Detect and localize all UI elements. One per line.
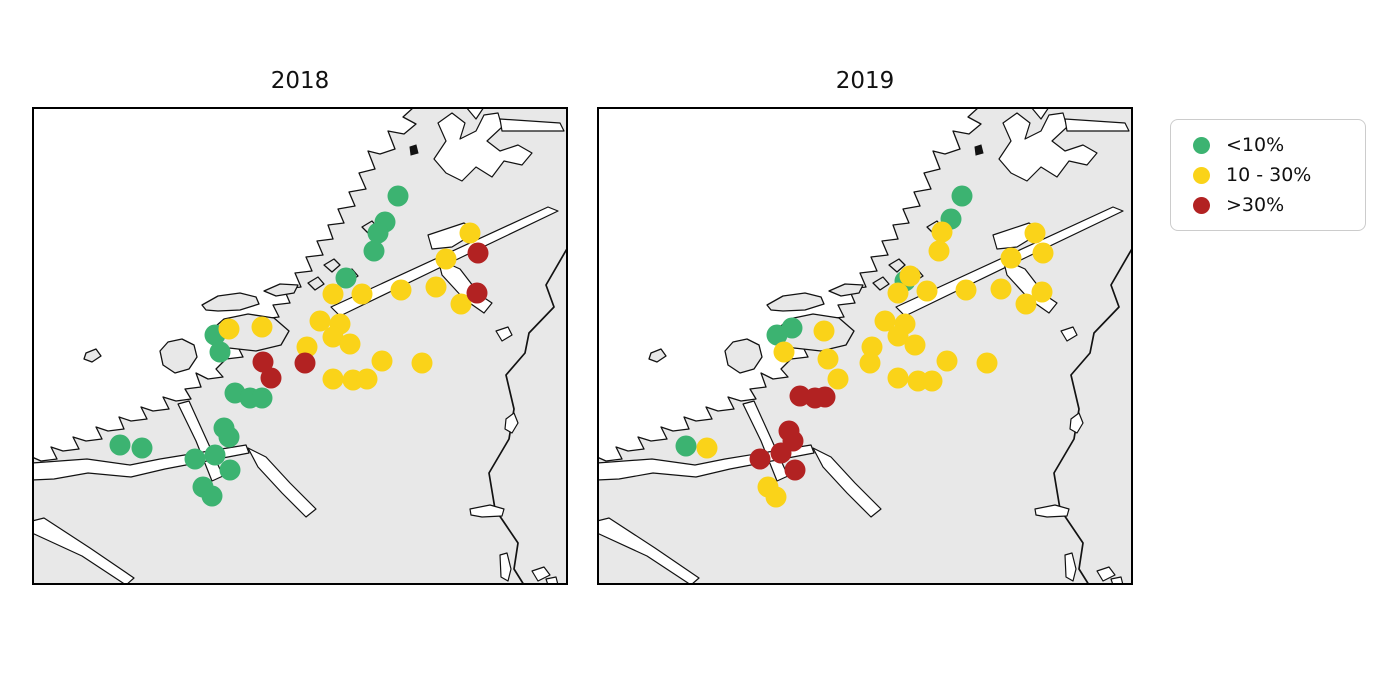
site-marker-mid: [371, 350, 393, 372]
site-marker-mid: [813, 320, 835, 342]
site-marker-mid: [827, 368, 849, 390]
site-marker-mid: [218, 318, 240, 340]
site-marker-mid: [1024, 222, 1046, 244]
site-marker-lt10: [209, 341, 231, 363]
site-marker-lt10: [367, 222, 389, 244]
site-marker-gt30: [749, 448, 771, 470]
site-markers-2018: [109, 185, 489, 507]
legend-label: 10 - 30%: [1226, 164, 1312, 186]
axes-frame: [32, 107, 568, 585]
site-marker-lt10: [675, 435, 697, 457]
site-marker-gt30: [252, 351, 274, 373]
site-marker-mid: [887, 325, 909, 347]
site-marker-mid: [322, 368, 344, 390]
legend: <10% 10 - 30% >30%: [1170, 119, 1366, 231]
legend-label: <10%: [1226, 134, 1285, 156]
site-marker-lt10: [219, 459, 241, 481]
site-marker-mid: [931, 221, 953, 243]
site-marker-mid: [309, 310, 331, 332]
red-dot-icon: [1193, 196, 1210, 214]
site-marker-mid: [773, 341, 795, 363]
map-panel-2018: 2018: [32, 68, 568, 585]
site-marker-lt10: [204, 444, 226, 466]
site-marker-mid: [928, 240, 950, 262]
map-2018: [32, 107, 568, 585]
site-marker-mid: [425, 276, 447, 298]
site-marker-mid: [435, 248, 457, 270]
site-marker-mid: [859, 352, 881, 374]
site-marker-mid: [861, 336, 883, 358]
site-marker-lt10: [131, 437, 153, 459]
site-marker-mid: [322, 326, 344, 348]
site-marker-lt10: [184, 448, 206, 470]
legend-item-lt10: <10%: [1185, 130, 1351, 160]
site-marker-mid: [887, 367, 909, 389]
site-marker-lt10: [387, 185, 409, 207]
panel-title-2019: 2019: [835, 68, 895, 94]
site-marker-mid: [1031, 281, 1053, 303]
site-marker-mid: [459, 222, 481, 244]
site-markers-2019: [675, 185, 1054, 508]
site-marker-mid: [904, 334, 926, 356]
yellow-dot-icon: [1193, 166, 1210, 184]
site-marker-mid: [921, 370, 943, 392]
site-marker-gt30: [466, 282, 488, 304]
site-marker-mid: [450, 293, 472, 315]
site-marker-mid: [990, 278, 1012, 300]
green-dot-icon: [1193, 136, 1210, 154]
site-marker-mid: [411, 352, 433, 374]
axes-frame: [597, 107, 1133, 585]
site-marker-lt10: [251, 387, 273, 409]
legend-item-gt30: >30%: [1185, 190, 1351, 220]
site-marker-gt30: [467, 242, 489, 264]
map-panel-2019: 2019: [597, 68, 1133, 585]
site-marker-gt30: [770, 442, 792, 464]
site-marker-mid: [356, 368, 378, 390]
site-marker-mid: [899, 265, 921, 287]
site-marker-mid: [339, 333, 361, 355]
site-marker-mid: [1000, 247, 1022, 269]
panel-title-2018: 2018: [270, 68, 330, 94]
site-marker-mid: [916, 280, 938, 302]
site-marker-mid: [955, 279, 977, 301]
site-marker-lt10: [201, 485, 223, 507]
site-marker-mid: [936, 350, 958, 372]
site-marker-mid: [296, 336, 318, 358]
legend-label: >30%: [1226, 194, 1285, 216]
site-marker-lt10: [109, 434, 131, 456]
site-marker-lt10: [951, 185, 973, 207]
site-marker-gt30: [294, 352, 316, 374]
site-marker-gt30: [814, 386, 836, 408]
site-marker-mid: [817, 348, 839, 370]
site-marker-mid: [887, 282, 909, 304]
site-marker-lt10: [335, 267, 357, 289]
site-marker-mid: [322, 283, 344, 305]
site-marker-mid: [351, 283, 373, 305]
site-marker-lt10: [363, 240, 385, 262]
site-marker-mid: [874, 310, 896, 332]
site-marker-lt10: [766, 324, 788, 346]
site-marker-gt30: [784, 459, 806, 481]
site-marker-mid: [765, 486, 787, 508]
site-marker-mid: [390, 279, 412, 301]
site-marker-lt10: [218, 426, 240, 448]
site-marker-mid: [976, 352, 998, 374]
site-marker-mid: [1015, 293, 1037, 315]
site-marker-mid: [251, 316, 273, 338]
map-2019: [597, 107, 1133, 585]
site-marker-gt30: [260, 367, 282, 389]
site-marker-mid: [696, 437, 718, 459]
site-marker-mid: [1032, 242, 1054, 264]
legend-item-10-30: 10 - 30%: [1185, 160, 1351, 190]
